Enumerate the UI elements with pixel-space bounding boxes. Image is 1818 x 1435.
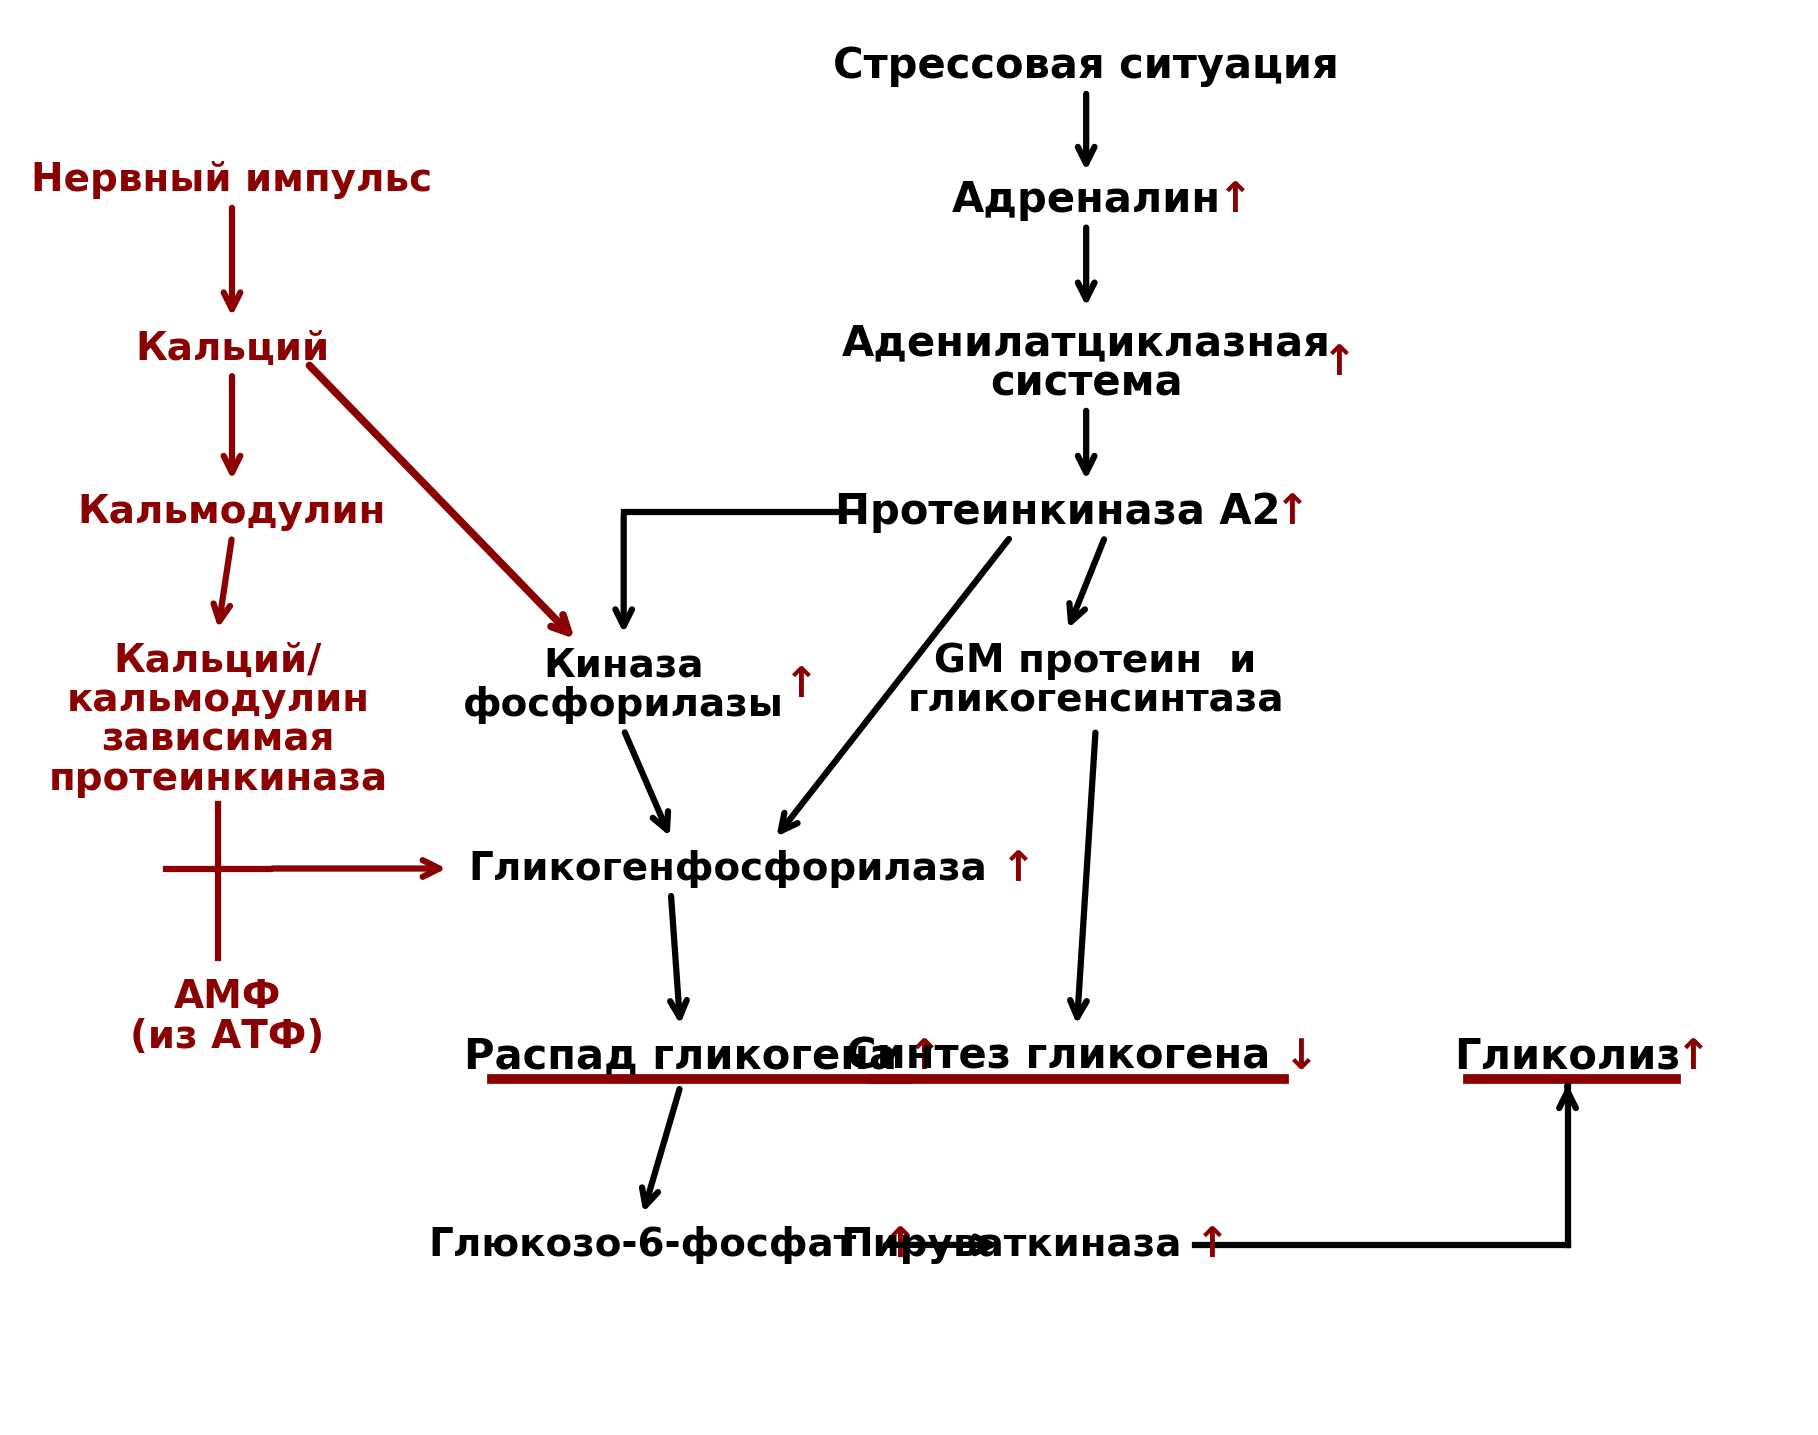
- Text: GM протеин  и: GM протеин и: [934, 641, 1256, 680]
- Text: Киназа: Киназа: [544, 647, 704, 684]
- Text: ↑: ↑: [1218, 179, 1253, 221]
- Text: ↑: ↑: [784, 664, 820, 706]
- Text: ↑: ↑: [1676, 1036, 1711, 1078]
- Text: Кальмодулин: Кальмодулин: [78, 494, 385, 531]
- Text: ↑: ↑: [1002, 848, 1036, 890]
- Text: ↑: ↑: [1274, 491, 1309, 532]
- Text: ↑: ↑: [907, 1036, 942, 1078]
- Text: (из АТФ): (из АТФ): [131, 1017, 324, 1056]
- Text: Кальций/: Кальций/: [115, 641, 322, 680]
- Text: Распад гликогена: Распад гликогена: [464, 1036, 896, 1078]
- Text: гликогенсинтаза: гликогенсинтаза: [907, 682, 1284, 719]
- Text: Стрессовая ситуация: Стрессовая ситуация: [833, 46, 1340, 88]
- Text: АМФ: АМФ: [173, 979, 282, 1016]
- Text: Протеинкиназа А2: Протеинкиназа А2: [834, 491, 1280, 532]
- Text: фосфорилазы: фосфорилазы: [464, 686, 784, 725]
- Text: протеинкиназа: протеинкиназа: [49, 761, 387, 798]
- Text: ↑: ↑: [1194, 1224, 1229, 1266]
- Text: система: система: [989, 362, 1182, 405]
- Text: кальмодулин: кальмодулин: [65, 682, 369, 719]
- Text: Адреналин: Адреналин: [951, 179, 1220, 221]
- Text: Синтез гликогена: Синтез гликогена: [845, 1036, 1271, 1078]
- Text: Кальций: Кальций: [135, 330, 329, 367]
- Text: зависимая: зависимая: [102, 720, 335, 759]
- Text: Пируваткиназа: Пируваткиназа: [840, 1225, 1182, 1264]
- Text: Нервный импульс: Нервный импульс: [31, 161, 433, 199]
- Text: Гликолиз: Гликолиз: [1454, 1036, 1682, 1078]
- Text: Гликогенфосфорилаза: Гликогенфосфорилаза: [469, 850, 987, 887]
- Text: ↑: ↑: [884, 1224, 918, 1266]
- Text: Глюкозо-6-фосфат: Глюкозо-6-фосфат: [429, 1225, 856, 1264]
- Text: Аденилатциклазная: Аденилатциклазная: [842, 323, 1331, 364]
- Text: ↑: ↑: [1322, 343, 1356, 385]
- Text: ↓: ↓: [1284, 1036, 1320, 1078]
